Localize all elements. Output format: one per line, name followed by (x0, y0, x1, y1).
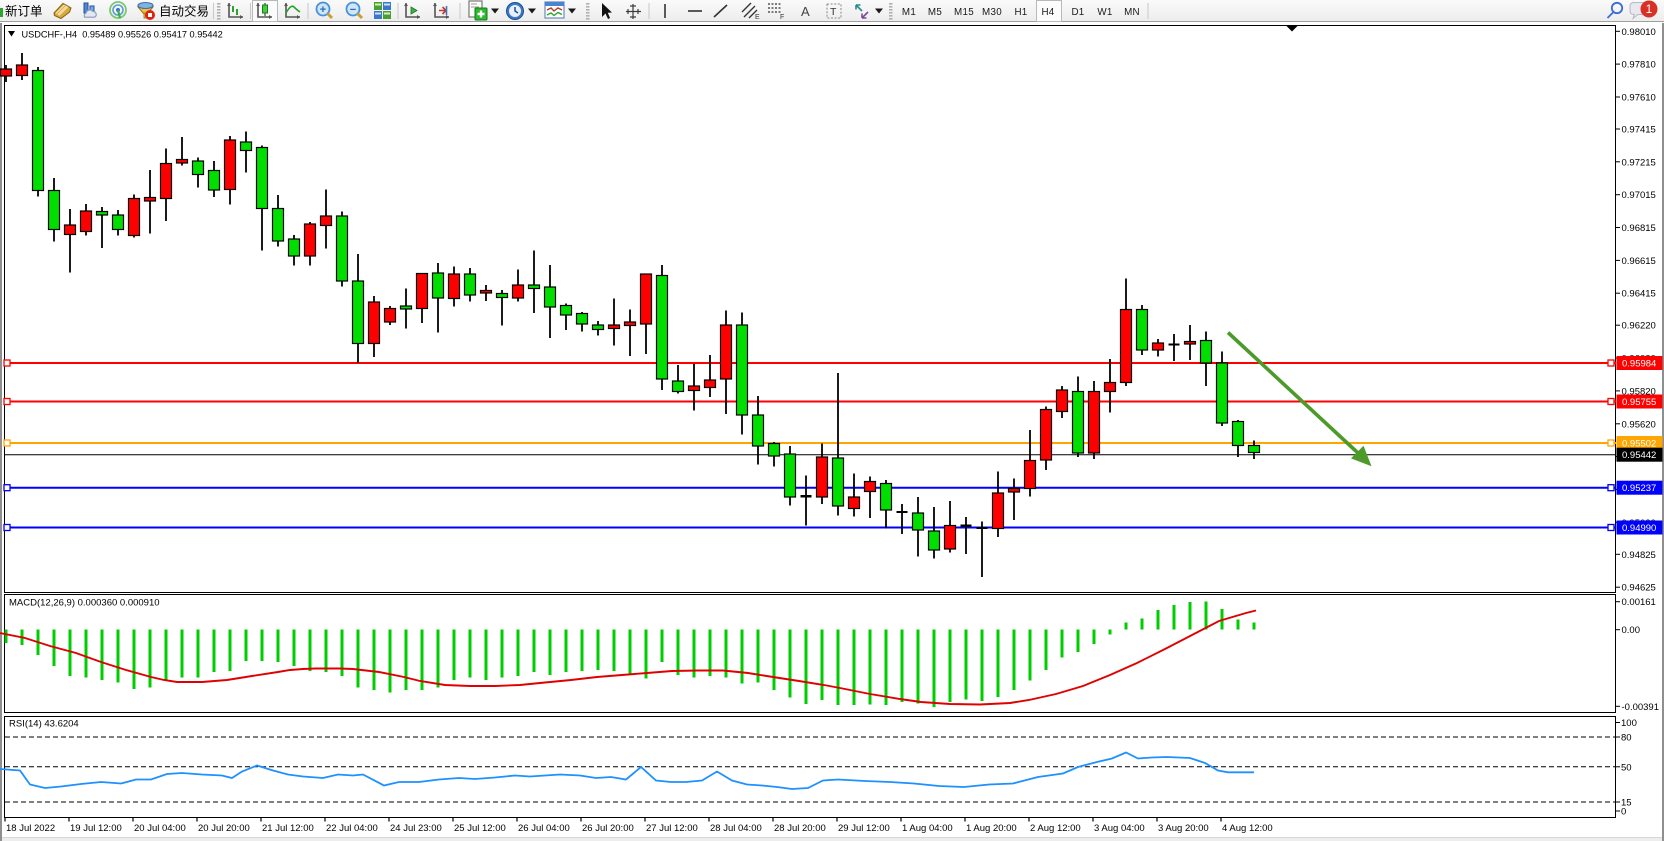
svg-text:20 Jul 20:00: 20 Jul 20:00 (198, 823, 250, 834)
svg-text:0.97215: 0.97215 (1622, 157, 1656, 168)
svg-text:1 Aug 20:00: 1 Aug 20:00 (966, 823, 1017, 834)
svg-text:4 Aug 12:00: 4 Aug 12:00 (1222, 823, 1273, 834)
svg-text:0.00161: 0.00161 (1622, 597, 1656, 608)
svg-text:15: 15 (1621, 798, 1632, 809)
svg-text:0.96615: 0.96615 (1622, 256, 1656, 267)
svg-text:0.95237: 0.95237 (1622, 483, 1656, 494)
svg-text:0.96220: 0.96220 (1622, 321, 1656, 332)
svg-text:27 Jul 12:00: 27 Jul 12:00 (646, 823, 698, 834)
svg-text:M1: M1 (902, 7, 916, 18)
svg-text:22 Jul 04:00: 22 Jul 04:00 (326, 823, 378, 834)
svg-text:29 Jul 12:00: 29 Jul 12:00 (838, 823, 890, 834)
svg-text:0: 0 (1621, 807, 1626, 818)
svg-text:新订单: 新订单 (5, 4, 43, 19)
svg-text:24 Jul 23:00: 24 Jul 23:00 (390, 823, 442, 834)
svg-text:0.96415: 0.96415 (1622, 289, 1656, 300)
svg-text:28 Jul 20:00: 28 Jul 20:00 (774, 823, 826, 834)
svg-text:W1: W1 (1097, 7, 1112, 18)
svg-text:0.00: 0.00 (1622, 625, 1641, 636)
svg-text:20 Jul 04:00: 20 Jul 04:00 (134, 823, 186, 834)
svg-text:0.94825: 0.94825 (1622, 550, 1656, 561)
svg-text:21 Jul 12:00: 21 Jul 12:00 (262, 823, 314, 834)
svg-text:M15: M15 (954, 7, 974, 18)
svg-text:MN: MN (1124, 7, 1140, 18)
svg-text:0.95820: 0.95820 (1622, 386, 1656, 397)
svg-text:28 Jul 04:00: 28 Jul 04:00 (710, 823, 762, 834)
svg-text:H1: H1 (1014, 7, 1027, 18)
svg-text:1 Aug 04:00: 1 Aug 04:00 (902, 823, 953, 834)
svg-text:0.96815: 0.96815 (1622, 223, 1656, 234)
svg-text:1: 1 (1646, 2, 1653, 16)
svg-text:F: F (780, 14, 784, 21)
svg-text:E: E (755, 14, 760, 21)
svg-text:19 Jul 12:00: 19 Jul 12:00 (70, 823, 122, 834)
svg-text:0.97015: 0.97015 (1622, 190, 1656, 201)
svg-text:0.97610: 0.97610 (1622, 93, 1656, 104)
svg-text:50: 50 (1621, 762, 1632, 773)
svg-text:25 Jul 12:00: 25 Jul 12:00 (454, 823, 506, 834)
svg-text:26 Jul 04:00: 26 Jul 04:00 (518, 823, 570, 834)
svg-text:H4: H4 (1041, 7, 1054, 18)
svg-text:自动交易: 自动交易 (159, 4, 209, 19)
svg-text:-0.00391: -0.00391 (1622, 702, 1660, 713)
svg-text:80: 80 (1621, 733, 1632, 744)
svg-text:3 Aug 04:00: 3 Aug 04:00 (1094, 823, 1145, 834)
svg-text:0.95984: 0.95984 (1622, 359, 1656, 370)
svg-text:USDCHF-,H4 0.95489 0.95526 0.: USDCHF-,H4 0.95489 0.95526 0.95417 0.954… (22, 30, 223, 40)
svg-text:0.94990: 0.94990 (1622, 523, 1656, 534)
svg-text:0.95442: 0.95442 (1622, 450, 1656, 461)
svg-text:26 Jul 20:00: 26 Jul 20:00 (582, 823, 634, 834)
svg-text:2 Aug 12:00: 2 Aug 12:00 (1030, 823, 1081, 834)
svg-text:0.97810: 0.97810 (1622, 60, 1656, 71)
svg-text:0.98010: 0.98010 (1622, 27, 1656, 38)
svg-text:−: − (350, 4, 356, 16)
svg-text:M5: M5 (928, 7, 942, 18)
svg-text:0.95620: 0.95620 (1622, 419, 1656, 430)
svg-text:+: + (320, 4, 326, 16)
svg-text:3 Aug 20:00: 3 Aug 20:00 (1158, 823, 1209, 834)
svg-text:0.94625: 0.94625 (1622, 583, 1656, 594)
svg-text:D1: D1 (1071, 7, 1084, 18)
svg-text:0.95502: 0.95502 (1622, 439, 1656, 450)
svg-text:0.97415: 0.97415 (1622, 125, 1656, 136)
svg-text:A: A (801, 4, 810, 19)
svg-text:MACD(12,26,9) 0.000360 0.00091: MACD(12,26,9) 0.000360 0.000910 (9, 598, 160, 609)
svg-text:M30: M30 (982, 7, 1002, 18)
svg-text:100: 100 (1621, 718, 1637, 729)
svg-text:RSI(14) 43.6204: RSI(14) 43.6204 (9, 719, 79, 730)
svg-text:0.95755: 0.95755 (1622, 397, 1656, 408)
svg-text:18 Jul 2022: 18 Jul 2022 (6, 823, 55, 834)
svg-text:T: T (830, 6, 837, 18)
